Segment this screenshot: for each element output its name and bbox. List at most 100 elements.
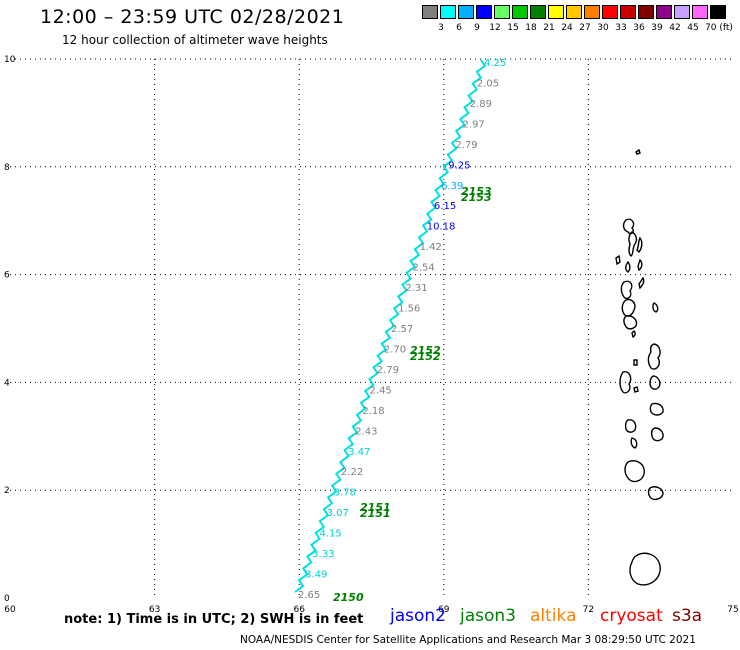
island-outline: [624, 460, 645, 483]
island-outline: [649, 375, 661, 390]
legend-swatch: [494, 5, 510, 19]
island-outline: [621, 298, 636, 317]
swh-reading: 2.54: [412, 263, 434, 274]
x-tick-label: 72: [583, 605, 594, 615]
footer-note: note: 1) Time is in UTC; 2) SWH is in fe…: [64, 612, 364, 627]
island-outline: [636, 236, 643, 254]
swh-reading: 2.18: [362, 406, 384, 417]
island-outline: [652, 302, 659, 313]
footer-credit: NOAA/NESDIS Center for Satellite Applica…: [240, 634, 696, 646]
swh-reading: 6.39: [441, 181, 463, 192]
legend-label: 42: [669, 23, 681, 33]
legend-label: 18: [525, 23, 537, 33]
satellite-track: [294, 59, 487, 593]
satellite-legend-jason3: jason3: [460, 606, 516, 626]
legend-swatch: [422, 5, 438, 19]
page-subtitle: 12 hour collection of altimeter wave hei…: [62, 33, 328, 47]
x-tick-label: 69: [438, 605, 450, 615]
island-outline: [633, 386, 639, 393]
legend-swatch: [584, 5, 600, 19]
legend-swatch: [476, 5, 492, 19]
legend-label: 3: [438, 23, 444, 33]
legend-swatch: [458, 5, 474, 19]
legend-swatch: [674, 5, 690, 19]
island-outline: [647, 343, 661, 370]
island-outline: [624, 419, 637, 433]
map-axes: 60 63 66 69 72 75 0 2 4 6 8 10: [4, 55, 739, 615]
island-outline: [635, 148, 641, 155]
time-label: 2152: [410, 350, 441, 363]
satellite-legend-s3a: s3a: [672, 606, 703, 626]
satellite-legend-jason2: jason2: [390, 606, 446, 626]
legend-label: 70 (ft): [705, 23, 733, 33]
time-label: 2151: [360, 507, 391, 520]
swh-reading: 4.25: [484, 58, 506, 69]
legend-label: 27: [579, 23, 591, 33]
legend-label: 12: [489, 23, 501, 33]
swh-reading: 2.97: [463, 119, 485, 130]
legend-swatch: [512, 5, 528, 19]
swh-reading: 2.43: [355, 426, 377, 437]
legend-swatch: [620, 5, 636, 19]
time-label-ghost: 2153: [461, 185, 492, 198]
island-outline: [631, 330, 636, 339]
island-outline: [625, 260, 631, 273]
island-outline: [638, 276, 645, 290]
legend-label: 30: [597, 23, 609, 33]
legend-swatch: [638, 5, 654, 19]
time-label-ghost: 2151: [360, 501, 391, 514]
legend-label: 36: [633, 23, 645, 33]
island-outline: [623, 315, 638, 330]
legend-label: 21: [543, 23, 555, 33]
legend-swatch: [656, 5, 672, 19]
island-outline: [647, 486, 664, 501]
swh-reading: 2.70: [384, 344, 406, 355]
satellite-legend-cryosat: cryosat: [600, 606, 663, 626]
legend-label: 15: [507, 23, 519, 33]
swh-reading: 2.05: [477, 78, 499, 89]
island-outline: [619, 371, 632, 394]
island-outline: [649, 402, 664, 416]
map-grid: [10, 58, 733, 598]
legend-label: 9: [474, 23, 480, 33]
x-tick-label: 60: [4, 605, 16, 615]
island-outline: [628, 231, 638, 257]
time-label: 2150: [333, 591, 364, 604]
legend-swatch: [566, 5, 582, 19]
x-tick-label: 63: [149, 605, 160, 615]
legend-swatch: [692, 5, 708, 19]
swh-reading: 2.31: [405, 283, 427, 294]
y-tick-label: 0: [4, 594, 10, 604]
island-outline: [620, 280, 633, 300]
y-tick-label: 10: [4, 55, 16, 65]
legend-label: 45: [687, 23, 699, 33]
swh-reading: 2.22: [341, 467, 363, 478]
swh-reading: 10.18: [427, 222, 456, 233]
satellite-legend-altika: altika: [530, 606, 577, 626]
swh-reading: 3.47: [348, 447, 370, 458]
legend-label: 6: [456, 23, 462, 33]
y-tick-label: 2: [4, 486, 10, 496]
island-outline: [650, 427, 664, 442]
swh-reading: 3.78: [334, 488, 356, 499]
legend-label: 33: [615, 23, 627, 33]
island-outline: [633, 359, 638, 366]
legend-swatch: [530, 5, 546, 19]
island-outline: [615, 254, 621, 266]
swh-reading: 2.79: [377, 365, 399, 376]
time-label-ghost: 2152: [410, 344, 441, 357]
legend-swatch: [548, 5, 564, 19]
island-outline: [629, 552, 661, 586]
swh-reading: 2.65: [298, 590, 320, 601]
legend-swatch: [440, 5, 456, 19]
swh-reading: 1.42: [420, 242, 442, 253]
swh-reading: 2.79: [455, 140, 477, 151]
swh-reading: 1.56: [398, 304, 420, 315]
time-label: 2153: [461, 191, 492, 204]
legend-swatch: [710, 5, 726, 19]
swh-reading: 3.07: [327, 508, 349, 519]
swh-reading: 9.25: [448, 160, 470, 171]
swh-readings: 2.65 3.49 3.33 4.15 3.07 3.78 2.22 3.47 2.43 2.18…: [298, 58, 506, 601]
